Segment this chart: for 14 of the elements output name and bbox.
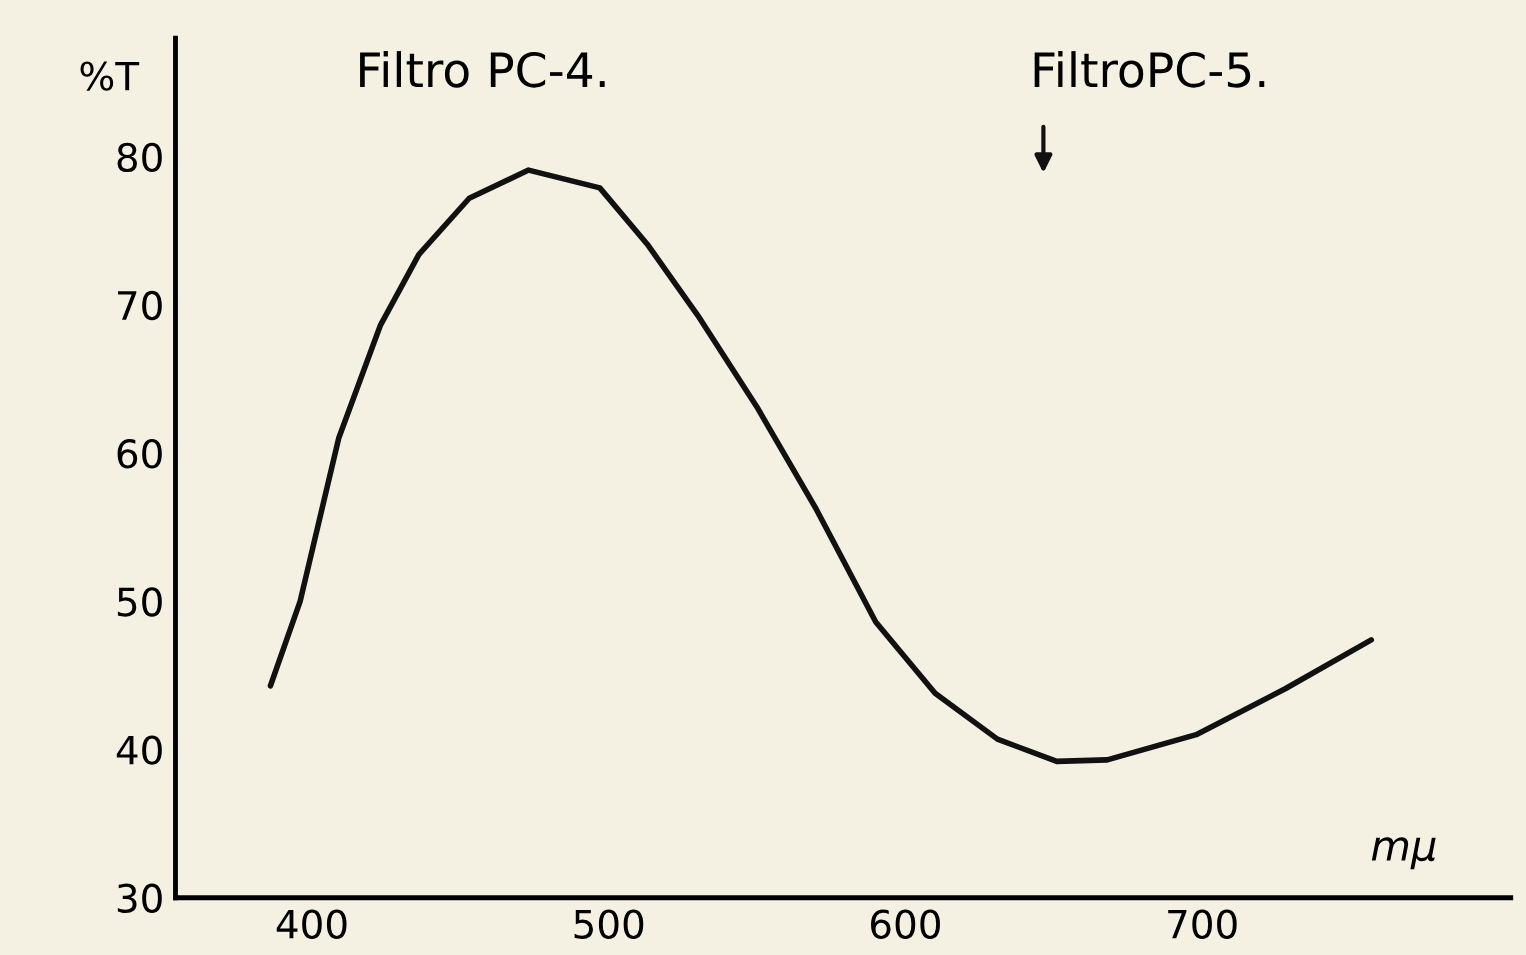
annotation: Filtro PC-4. xyxy=(360,51,605,88)
y-tick-label: 70 xyxy=(118,290,162,321)
x-tick-label: 600 xyxy=(871,909,940,939)
y-tick-label: 60 xyxy=(117,439,162,469)
y-tick-label: 30 xyxy=(117,883,162,914)
x-tick-label: 700 xyxy=(1168,909,1237,939)
annotation: FiltroPC-5. xyxy=(1034,51,1265,88)
x-tick-label: 500 xyxy=(574,909,644,939)
y-tick-label: 80 xyxy=(117,142,162,173)
y-axis-title: %T xyxy=(80,61,140,91)
x-axis-title: mμ xyxy=(1371,837,1436,870)
y-tick-label: 50 xyxy=(117,587,162,617)
x-tick-label: 400 xyxy=(276,909,347,939)
y-tick-label: 40 xyxy=(116,735,162,765)
